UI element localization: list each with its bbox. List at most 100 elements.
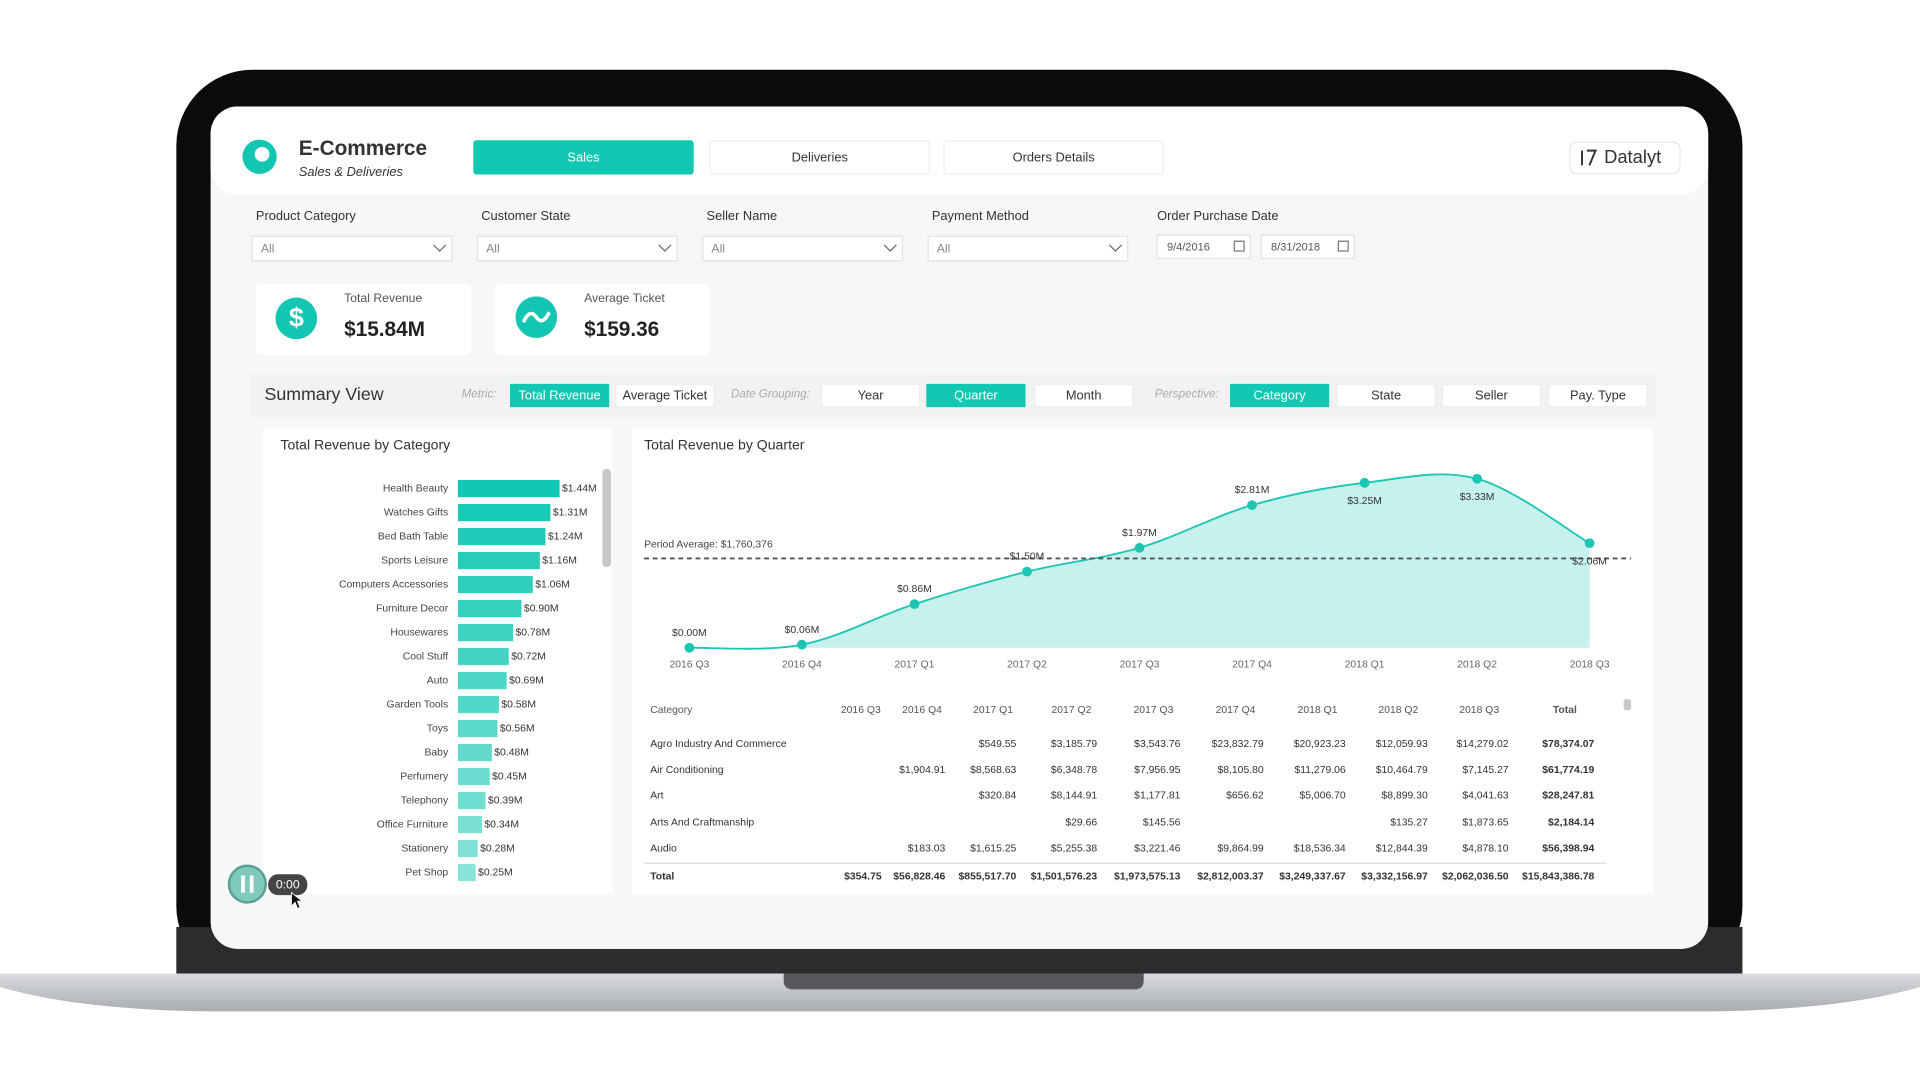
bar-category-label: Pet Shop — [405, 867, 448, 878]
date-input[interactable] — [1156, 234, 1251, 259]
bar-value-label: $1.24M — [548, 531, 583, 542]
pause-button[interactable] — [227, 864, 267, 904]
logo-hole — [254, 146, 270, 162]
filter-value: All — [486, 241, 500, 255]
table-cell: Arts And Craftmanship — [650, 818, 754, 829]
filter-dropdown[interactable] — [251, 235, 453, 262]
kpi-value: $159.36 — [584, 318, 659, 341]
option-caption: Perspective: — [1155, 387, 1219, 400]
table-header: Category — [650, 705, 693, 716]
filter-label: Order Purchase Date — [1157, 208, 1278, 223]
bar — [457, 792, 486, 810]
table-cell: $78,374.07 — [1542, 739, 1594, 750]
filter-dropdown[interactable] — [927, 235, 1129, 262]
bar-value-label: $0.28M — [480, 843, 515, 854]
table-cell: $3,221.46 — [1134, 843, 1180, 854]
bar — [457, 720, 498, 738]
table-cell: Air Conditioning — [650, 765, 724, 776]
table-header: 2018 Q2 — [1378, 705, 1418, 716]
option-button[interactable] — [510, 383, 610, 408]
table-cell: $7,956.95 — [1134, 765, 1180, 776]
kpi-icon-glyph — [522, 311, 551, 323]
bar — [457, 768, 490, 786]
area-category-label: 2018 Q2 — [1457, 660, 1497, 671]
table-header: 2018 Q3 — [1459, 705, 1499, 716]
kpi-value: $15.84M — [344, 318, 425, 341]
option-button[interactable] — [1230, 383, 1330, 408]
table-cell: $18,536.34 — [1294, 843, 1346, 854]
bar-value-label: $0.25M — [478, 867, 513, 878]
option-button[interactable] — [821, 383, 921, 408]
option-label: Category — [1254, 388, 1307, 403]
app-title: E-Commerce — [299, 137, 427, 160]
calendar-icon — [1337, 240, 1349, 252]
table-cell: $3,185.79 — [1051, 739, 1097, 750]
table-cell: $9,864.99 — [1217, 843, 1263, 854]
table-cell: $15,843,386.78 — [1522, 871, 1594, 882]
table-cell: $23,832.79 — [1212, 739, 1264, 750]
dropdown-chevron — [433, 244, 447, 252]
nav-tab-label: Sales — [567, 149, 599, 164]
bar-category-label: Computers Accessories — [339, 579, 448, 590]
date-input[interactable] — [1260, 234, 1355, 259]
bar-value-label: $0.45M — [492, 771, 527, 782]
option-button[interactable] — [615, 383, 715, 408]
filter-dropdown[interactable] — [702, 235, 904, 262]
table-cell: Agro Industry And Commerce — [650, 739, 787, 750]
app-subtitle: Sales & Deliveries — [299, 164, 404, 179]
table-cell: $1,501,576.23 — [1031, 871, 1098, 882]
area-value-label: $2.81M — [1235, 485, 1270, 496]
filter-label: Payment Method — [932, 208, 1029, 223]
nav-tab[interactable] — [473, 140, 694, 175]
area-category-label: 2016 Q4 — [782, 660, 822, 671]
date-value: 8/31/2018 — [1271, 241, 1320, 253]
bar-value-label: $0.69M — [509, 675, 544, 686]
bar-value-label: $1.31M — [553, 507, 588, 518]
table-cell: $3,332,156.97 — [1361, 871, 1428, 882]
option-button[interactable] — [1336, 383, 1436, 408]
calendar-icon — [1233, 240, 1245, 252]
area-point — [1022, 566, 1032, 577]
bar — [457, 480, 560, 498]
option-button[interactable] — [1548, 383, 1648, 408]
table-cell: $20,923.23 — [1294, 739, 1346, 750]
table-cell: $12,844.39 — [1376, 843, 1428, 854]
filter-value: All — [711, 241, 725, 255]
scrollbar — [602, 468, 612, 567]
table-header: 2017 Q4 — [1216, 705, 1256, 716]
bar-value-label: $1.44M — [562, 483, 597, 494]
dashboard: Sales Deliveries Orders Details Product Cat… — [227, 140, 1648, 910]
bar-panel — [263, 428, 613, 894]
table-cell: $2,062,036.50 — [1442, 871, 1509, 882]
table-cell: $6,348.78 — [1051, 765, 1097, 776]
table-cell: $656.62 — [1226, 791, 1264, 802]
option-button[interactable] — [1034, 383, 1134, 408]
option-button[interactable] — [926, 383, 1026, 408]
filter-dropdown[interactable] — [476, 235, 678, 262]
bar-value-label: $0.90M — [524, 603, 559, 614]
area-panel — [631, 428, 1654, 894]
option-button[interactable] — [1441, 383, 1542, 408]
bar — [457, 624, 514, 642]
bar-value-label: $0.39M — [488, 795, 523, 806]
area-point — [1134, 542, 1145, 553]
table-cell: $2,812,003.37 — [1197, 871, 1264, 882]
nav-tab[interactable] — [709, 140, 930, 175]
table-cell: $320.84 — [979, 791, 1017, 802]
kpi-card — [255, 284, 472, 356]
table-cell: $135.27 — [1390, 818, 1428, 829]
filter-value: All — [937, 241, 951, 255]
bar-value-label: $1.06M — [535, 579, 570, 590]
bar-value-label: $0.78M — [515, 627, 550, 638]
bar-value-label: $0.56M — [500, 723, 535, 734]
table-header: 2017 Q3 — [1134, 705, 1174, 716]
table-cell: $56,398.94 — [1542, 843, 1594, 854]
kpi-label: Total Revenue — [344, 291, 422, 305]
kpi-icon-glyph: $ — [289, 303, 304, 333]
area-point — [1584, 538, 1595, 549]
table-cell: $8,899.30 — [1382, 791, 1428, 802]
filter-label: Product Category — [256, 208, 357, 223]
option-label: Average Ticket — [623, 388, 708, 403]
nav-tab[interactable] — [943, 140, 1164, 175]
option-label: Total Revenue — [519, 388, 601, 403]
